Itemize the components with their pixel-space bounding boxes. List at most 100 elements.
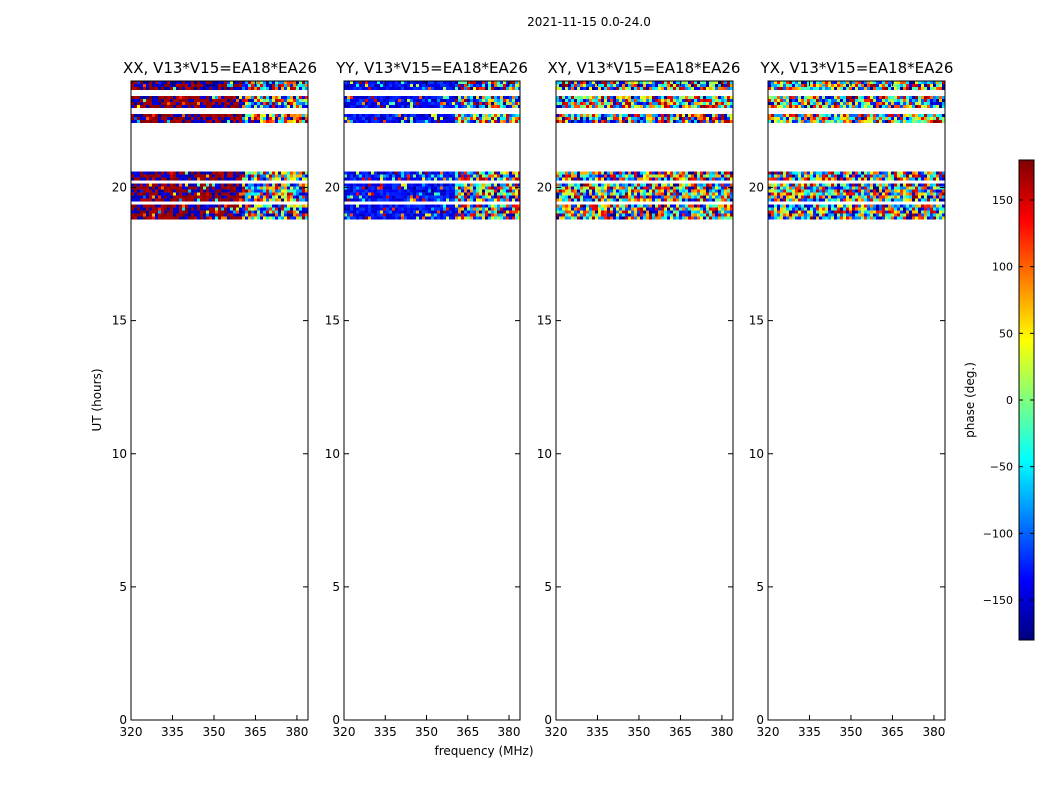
heatmap-cell — [595, 177, 598, 181]
heatmap-cell — [227, 210, 230, 214]
heatmap-cell — [924, 189, 927, 193]
heatmap-cell — [622, 186, 625, 190]
heatmap-cell — [834, 189, 837, 193]
heatmap-cell — [571, 114, 574, 117]
heatmap-cell — [404, 198, 407, 202]
heatmap-cell — [646, 204, 649, 208]
heatmap-cell — [197, 81, 200, 84]
heatmap-cell — [870, 204, 873, 208]
heatmap-cell — [272, 96, 275, 99]
heatmap-cell — [936, 183, 939, 187]
heatmap-cell — [509, 81, 512, 84]
heatmap-cell — [592, 207, 595, 211]
heatmap-cell — [843, 183, 846, 187]
heatmap-cell — [506, 117, 509, 120]
heatmap-cell — [392, 183, 395, 187]
heatmap-cell — [179, 210, 182, 214]
heatmap-cell — [251, 99, 254, 102]
heatmap-cell — [604, 210, 607, 214]
heatmap-cell — [359, 195, 362, 199]
heatmap-cell — [518, 189, 520, 193]
heatmap-cell — [497, 81, 500, 84]
heatmap-cell — [167, 84, 170, 87]
heatmap-cell — [506, 102, 509, 105]
heatmap-cell — [431, 117, 434, 120]
heatmap-cell — [263, 189, 266, 193]
heatmap-cell — [783, 192, 786, 196]
heatmap-cell — [425, 213, 428, 217]
heatmap-cell — [194, 114, 197, 117]
heatmap-cell — [422, 204, 425, 208]
heatmap-cell — [407, 99, 410, 102]
heatmap-cell — [182, 210, 185, 214]
heatmap-cell — [302, 96, 305, 99]
heatmap-cell — [927, 186, 930, 190]
heatmap-cell — [673, 186, 676, 190]
heatmap-cell — [254, 171, 257, 175]
heatmap-cell — [637, 186, 640, 190]
heatmap-cell — [161, 117, 164, 120]
heatmap-cell — [682, 186, 685, 190]
heatmap-cell — [215, 171, 218, 175]
heatmap-cell — [458, 186, 461, 190]
heatmap-cell — [377, 117, 380, 120]
heatmap-cell — [700, 114, 703, 117]
heatmap-cell — [858, 183, 861, 187]
heatmap-cell — [610, 114, 613, 117]
heatmap-cell — [849, 174, 852, 178]
heatmap-cell — [688, 105, 691, 108]
heatmap-cell — [164, 84, 167, 87]
heatmap-cell — [727, 114, 730, 117]
heatmap-cell — [601, 183, 604, 187]
heatmap-cell — [619, 195, 622, 199]
heatmap-cell — [512, 186, 515, 190]
heatmap-cell — [703, 183, 706, 187]
heatmap-cell — [284, 99, 287, 102]
heatmap-cell — [843, 207, 846, 211]
heatmap-cell — [727, 198, 730, 202]
heatmap-cell — [888, 192, 891, 196]
heatmap-cell — [518, 213, 520, 217]
heatmap-cell — [422, 87, 425, 90]
heatmap-cell — [730, 177, 733, 181]
heatmap-cell — [251, 102, 254, 105]
heatmap-cell — [302, 99, 305, 102]
heatmap-cell — [275, 174, 278, 178]
heatmap-cell — [565, 99, 568, 102]
heatmap-cell — [287, 204, 290, 208]
heatmap-cell — [215, 210, 218, 214]
heatmap-cell — [479, 84, 482, 87]
heatmap-cell — [371, 102, 374, 105]
heatmap-cell — [197, 189, 200, 193]
heatmap-cell — [607, 207, 610, 211]
heatmap-cell — [212, 195, 215, 199]
heatmap-cell — [661, 186, 664, 190]
heatmap-cell — [509, 174, 512, 178]
heatmap-cell — [296, 195, 299, 199]
heatmap-cell — [464, 216, 467, 220]
heatmap-cell — [359, 102, 362, 105]
heatmap-cell — [694, 96, 697, 99]
heatmap-cell — [380, 183, 383, 187]
heatmap-cell — [625, 120, 628, 123]
heatmap-cell — [371, 195, 374, 199]
heatmap-cell — [509, 114, 512, 117]
heatmap-cell — [592, 183, 595, 187]
heatmap-cell — [607, 186, 610, 190]
heatmap-cell — [795, 174, 798, 178]
heatmap-cell — [203, 102, 206, 105]
heatmap-cell — [452, 213, 455, 217]
heatmap-cell — [374, 213, 377, 217]
heatmap-cell — [134, 174, 137, 178]
heatmap-cell — [200, 117, 203, 120]
heatmap-cell — [512, 81, 515, 84]
heatmap-cell — [425, 189, 428, 193]
heatmap-cell — [828, 207, 831, 211]
heatmap-cell — [416, 207, 419, 211]
heatmap-cell — [556, 207, 559, 211]
heatmap-cell — [461, 204, 464, 208]
heatmap-cell — [278, 213, 281, 217]
heatmap-cell — [206, 120, 209, 123]
y-tick-label: 5 — [332, 580, 340, 594]
heatmap-cell — [182, 183, 185, 187]
